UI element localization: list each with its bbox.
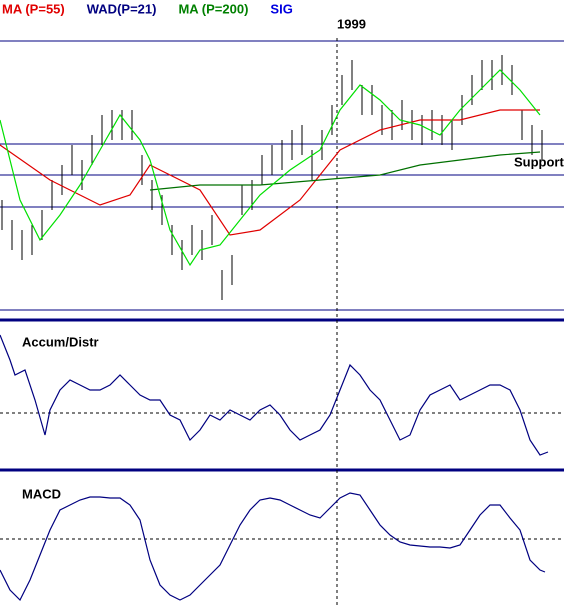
support-label: Support xyxy=(514,154,564,169)
legend-entry: WAD(P=21) xyxy=(87,1,157,16)
legend-entry: MA (P=200) xyxy=(178,1,248,16)
indicator-line xyxy=(0,69,541,267)
indicator-line xyxy=(0,109,540,236)
indicator-line xyxy=(0,334,549,456)
indicator-line xyxy=(0,492,546,602)
indicator-line xyxy=(149,151,541,191)
reference-lines xyxy=(0,38,564,606)
legend-entry: SIG xyxy=(270,1,292,16)
panel-title: Accum/Distr xyxy=(22,334,99,349)
frame xyxy=(0,40,564,472)
panel-title: MACD xyxy=(22,486,61,501)
legend-entry: MA (P=55) xyxy=(2,1,65,16)
year-label: 1999 xyxy=(337,16,366,31)
